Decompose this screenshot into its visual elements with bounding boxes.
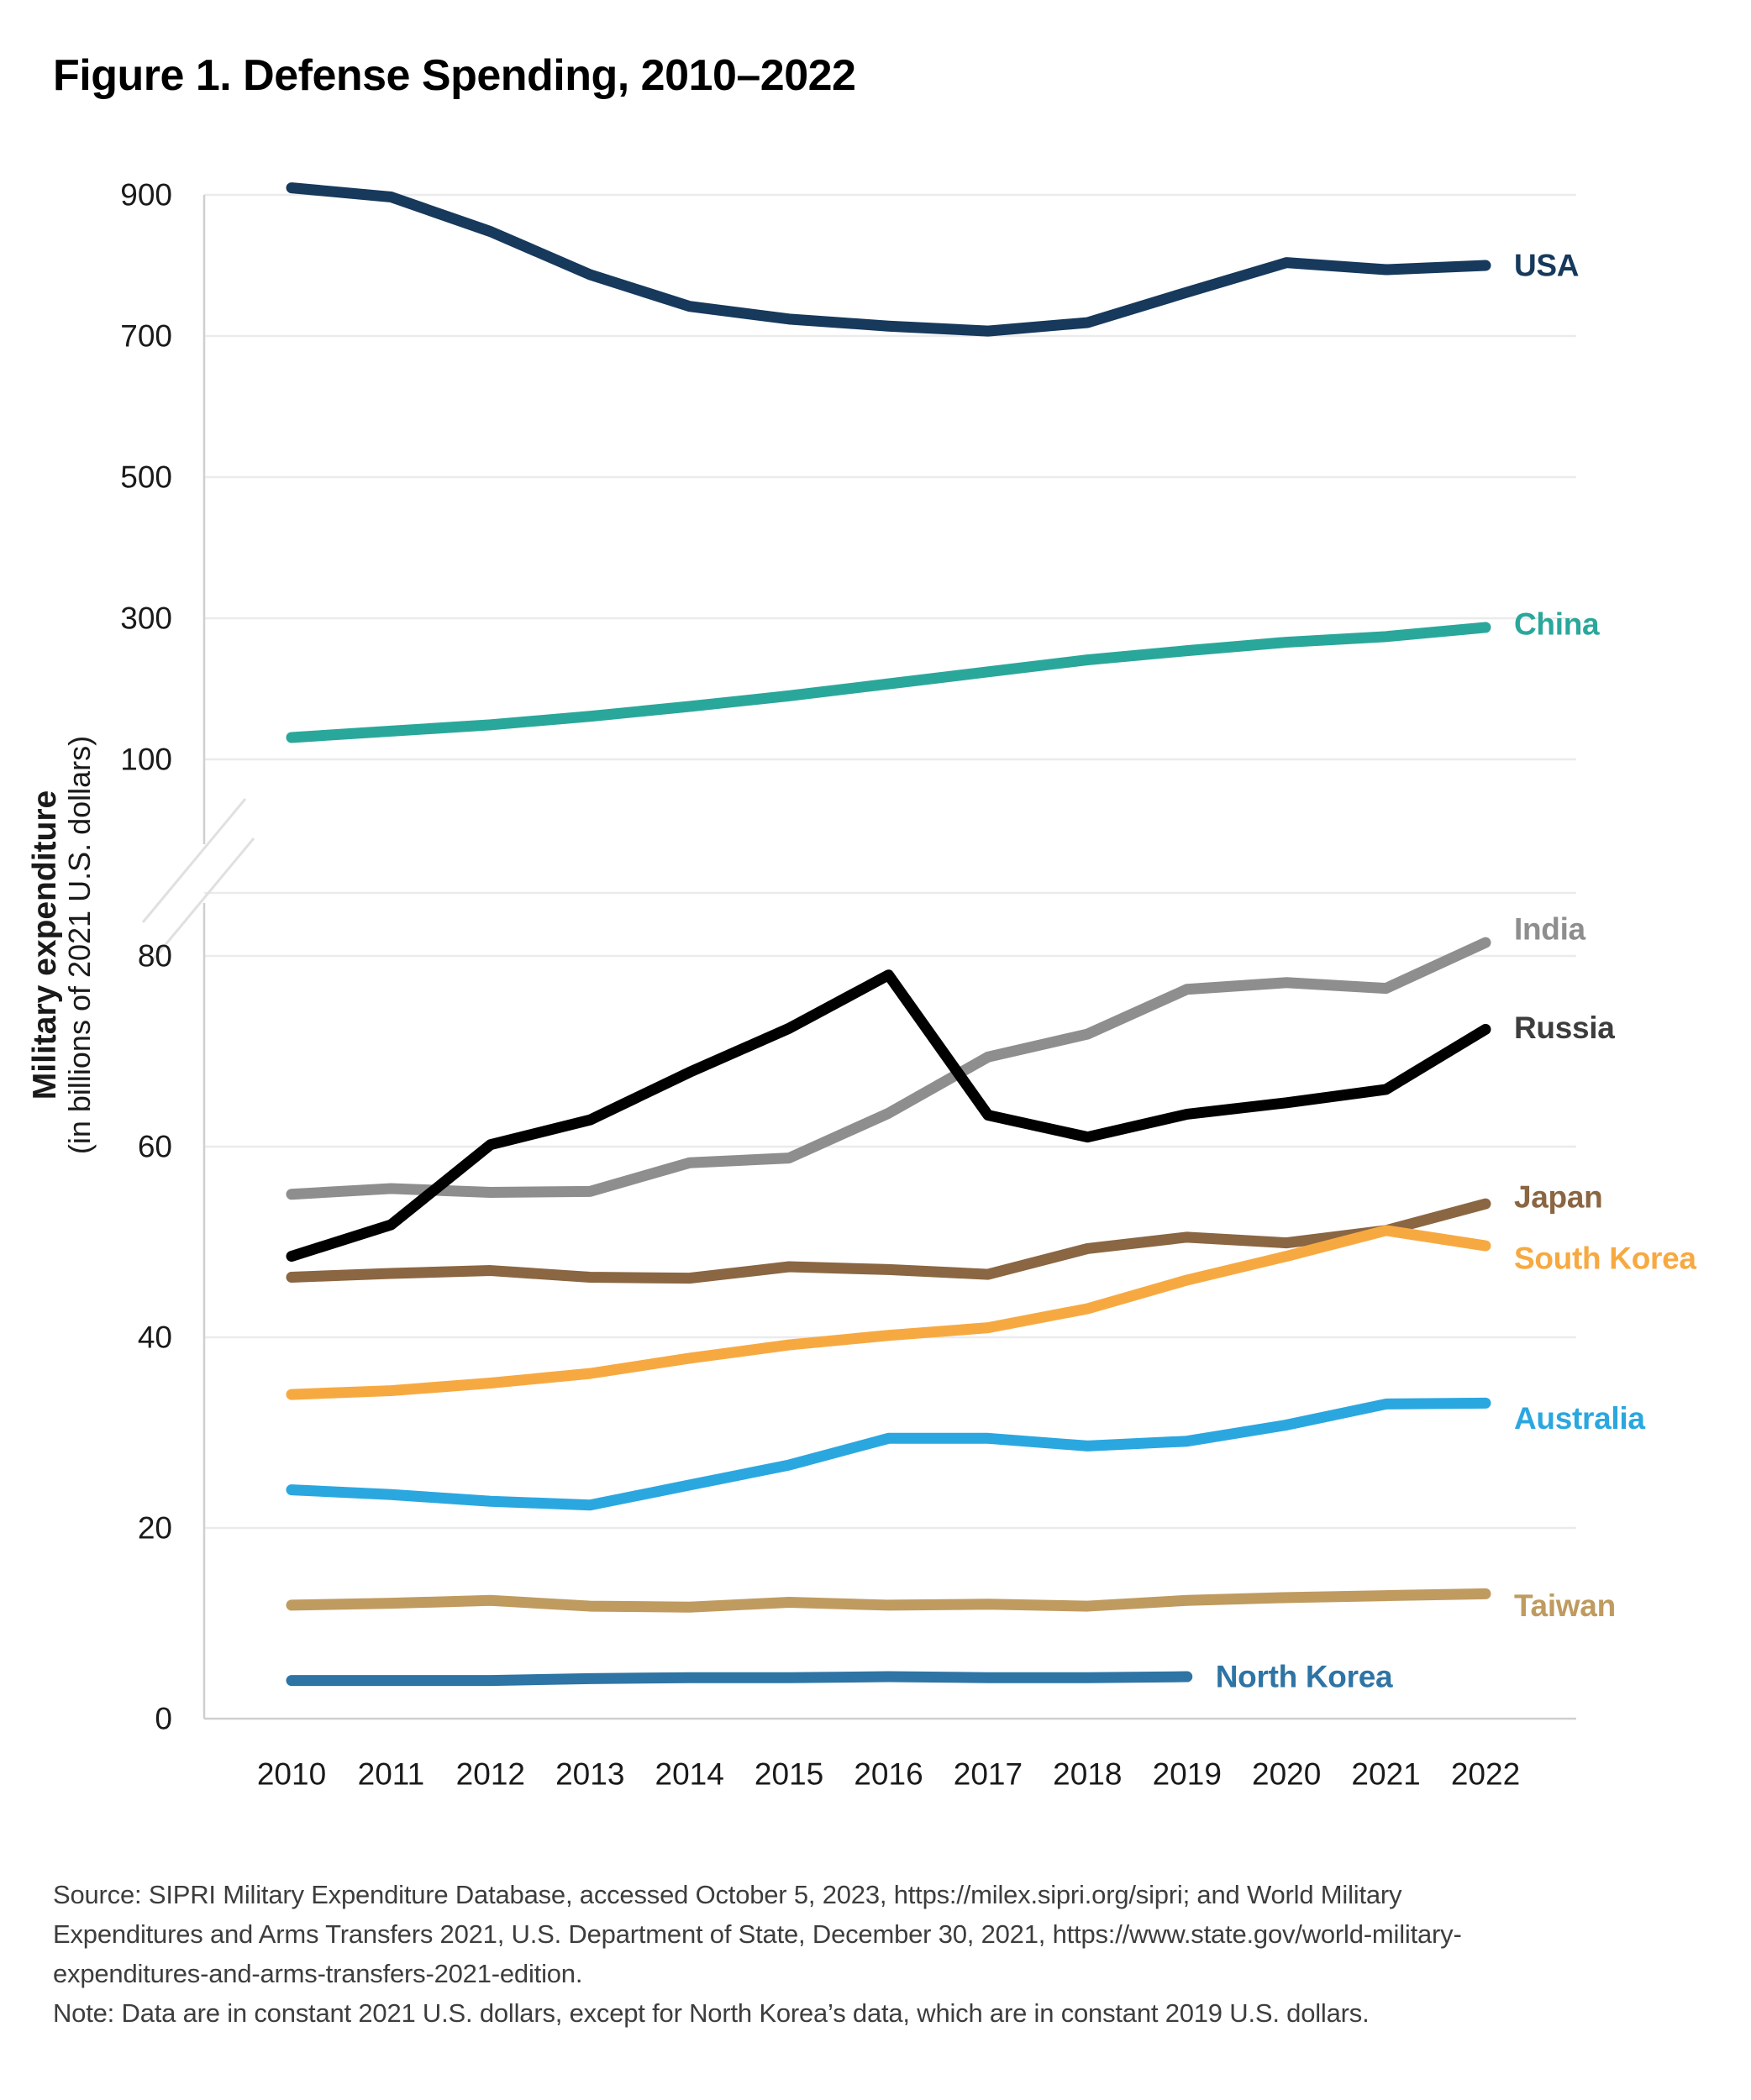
y-tick-80: 80 xyxy=(138,939,172,974)
series-label-usa: USA xyxy=(1514,249,1579,283)
gridlines xyxy=(204,193,1576,1720)
x-tick-2018: 2018 xyxy=(1053,1757,1122,1792)
series-label-north-korea: North Korea xyxy=(1216,1660,1393,1694)
x-tick-2022: 2022 xyxy=(1451,1757,1520,1792)
y-tick-700: 700 xyxy=(120,319,172,354)
x-tick-2011: 2011 xyxy=(358,1757,425,1792)
axis-break-tick xyxy=(150,837,255,963)
y-tick-20: 20 xyxy=(138,1511,172,1546)
tick-labels: 900 700 500 300 100 80 60 40 20 0 2010 2011 2012 2013… xyxy=(120,178,1520,1792)
series-line-taiwan xyxy=(286,1588,1491,1613)
y-tick-300: 300 xyxy=(120,601,172,636)
y-tick-60: 60 xyxy=(138,1130,172,1164)
series-line-russia xyxy=(286,969,1491,1263)
series-label-taiwan: Taiwan xyxy=(1514,1588,1616,1623)
y-tick-40: 40 xyxy=(138,1320,172,1355)
source-line: expenditures-and-arms-transfers-2021-edi… xyxy=(53,1959,583,1988)
x-tick-2020: 2020 xyxy=(1252,1757,1321,1792)
x-tick-2019: 2019 xyxy=(1153,1757,1222,1792)
x-tick-2016: 2016 xyxy=(854,1757,923,1792)
y-axis-title: Military expenditure (in billions of 2021… xyxy=(27,736,97,1154)
series-labels: USA China India Russia Japan South Korea Austr… xyxy=(1216,249,1697,1694)
y-axis-title-main: Military expenditure xyxy=(27,790,63,1100)
y-tick-0: 0 xyxy=(155,1702,172,1736)
x-tick-2014: 2014 xyxy=(655,1757,724,1792)
series-label-russia: Russia xyxy=(1514,1011,1615,1045)
x-tick-2015: 2015 xyxy=(755,1757,823,1792)
source-line: Expenditures and Arms Transfers 2021, U.… xyxy=(53,1919,1462,1949)
data-series xyxy=(286,182,1491,1687)
series-label-south-korea: South Korea xyxy=(1514,1242,1696,1276)
x-tick-2013: 2013 xyxy=(555,1757,624,1792)
series-line-north-korea xyxy=(286,1671,1193,1687)
series-line-china xyxy=(286,622,1491,743)
axis-break-marks xyxy=(141,798,255,963)
source-line: Note: Data are in constant 2021 U.S. dol… xyxy=(53,1998,1370,2028)
series-line-india xyxy=(286,937,1491,1200)
x-tick-2012: 2012 xyxy=(456,1757,525,1792)
series-line-australia xyxy=(286,1397,1491,1511)
y-tick-100: 100 xyxy=(120,743,172,777)
x-tick-2017: 2017 xyxy=(954,1757,1023,1792)
series-line-south-korea xyxy=(286,1225,1491,1400)
series-label-australia: Australia xyxy=(1514,1401,1645,1436)
axis-break-tick xyxy=(141,798,247,923)
x-tick-2010: 2010 xyxy=(257,1757,326,1792)
y-tick-900: 900 xyxy=(120,178,172,213)
series-label-india: India xyxy=(1514,912,1586,947)
figure-title: Figure 1. Defense Spending, 2010–2022 xyxy=(53,51,856,100)
y-axis-title-sub: (in billions of 2021 U.S. dollars) xyxy=(62,736,97,1154)
y-tick-500: 500 xyxy=(120,460,172,495)
x-tick-2021: 2021 xyxy=(1351,1757,1420,1792)
series-label-japan: Japan xyxy=(1514,1180,1602,1215)
series-line-usa xyxy=(286,182,1491,337)
source-line: Source: SIPRI Military Expenditure Datab… xyxy=(53,1880,1402,1909)
series-line-japan xyxy=(286,1198,1491,1284)
series-label-china: China xyxy=(1514,606,1600,641)
source-note: Source: SIPRI Military Expenditure Datab… xyxy=(53,1875,1462,2033)
